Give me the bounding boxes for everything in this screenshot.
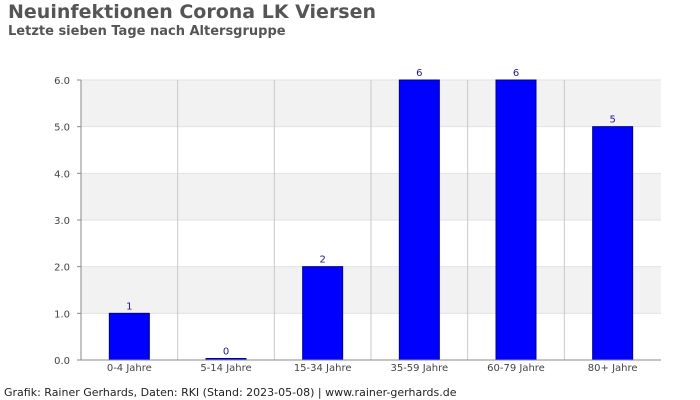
data-label: 0 xyxy=(223,347,229,358)
source-credit: Grafik: Rainer Gerhards, Daten: RKI (Sta… xyxy=(4,386,457,399)
axes xyxy=(77,79,661,361)
y-tick-label: 3.0 xyxy=(54,216,70,227)
x-tick-label: 80+ Jahre xyxy=(588,363,638,374)
bar xyxy=(592,126,634,361)
y-tick-label: 1.0 xyxy=(54,309,70,320)
y-tick-label: 5.0 xyxy=(54,123,70,134)
x-tick-label: 35-59 Jahre xyxy=(390,363,448,374)
labels: 1 0 2 6 6 5 0.0 1.0 2.0 3.0 4.0 5.0 6.0 0-4 Jahre 5-14… xyxy=(54,68,637,374)
data-label: 5 xyxy=(609,115,615,126)
y-tick-label: 2.0 xyxy=(54,263,70,274)
data-label: 1 xyxy=(126,301,132,312)
data-label: 2 xyxy=(319,255,325,266)
y-tick-label: 6.0 xyxy=(54,76,70,87)
bars xyxy=(108,79,634,361)
chart-subtitle: Letzte sieben Tage nach Altersgruppe xyxy=(8,24,286,39)
y-tick-label: 0.0 xyxy=(54,356,70,367)
data-label: 6 xyxy=(513,68,519,79)
chart-title: Neuinfektionen Corona LK Viersen xyxy=(8,1,377,23)
x-tick-label: 15-34 Jahre xyxy=(294,363,352,374)
y-tick-label: 4.0 xyxy=(54,169,70,180)
data-label: 6 xyxy=(416,68,422,79)
bar xyxy=(108,312,150,361)
x-tick-label: 60-79 Jahre xyxy=(487,363,545,374)
bar xyxy=(398,79,440,361)
bar xyxy=(495,79,537,361)
x-tick-label: 0-4 Jahre xyxy=(107,363,152,374)
bar xyxy=(302,266,344,361)
x-tick-label: 5-14 Jahre xyxy=(200,363,251,374)
